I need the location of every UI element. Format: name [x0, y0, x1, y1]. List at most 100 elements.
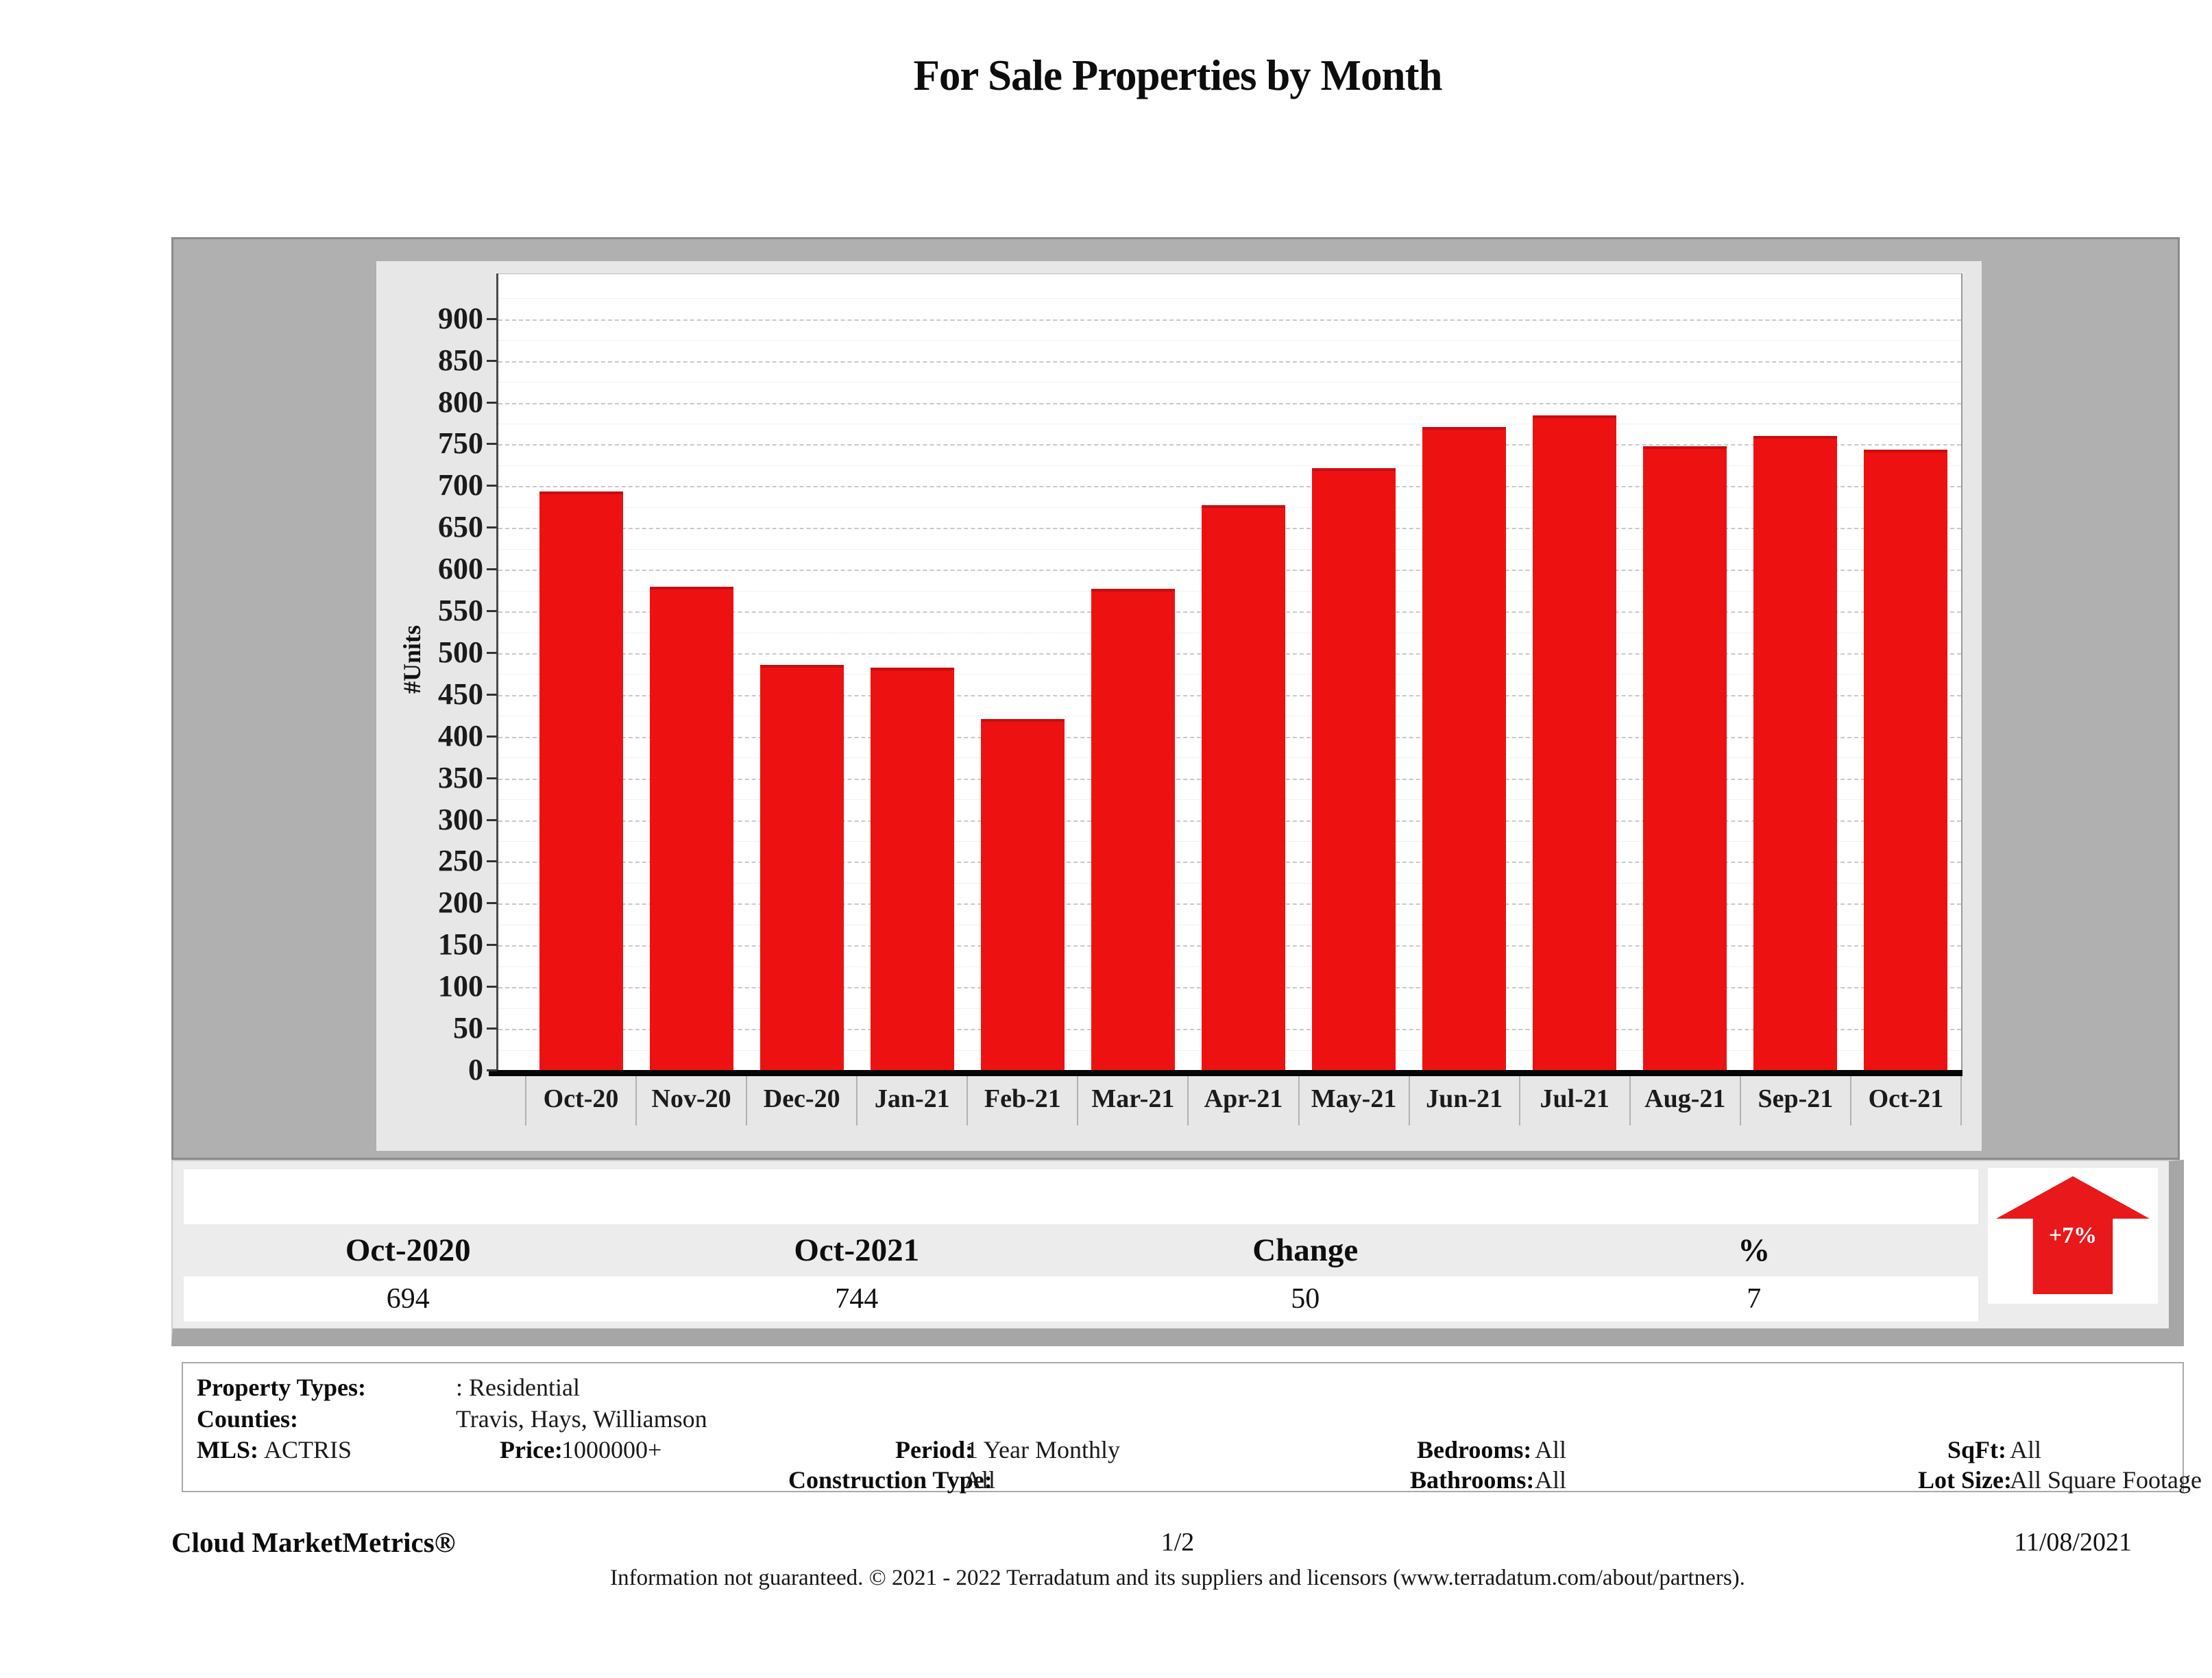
summary-col-header: Oct-2020 — [345, 1232, 471, 1268]
x-axis-separator — [1518, 1076, 1520, 1126]
x-tick-label-oct-21: Oct-21 — [1868, 1084, 1944, 1113]
y-tick-label: 400 — [438, 718, 483, 753]
filters-box: Property Types: : Residential Counties: … — [182, 1362, 2202, 1494]
bedrooms-value: All — [1535, 1436, 1567, 1463]
y-tick-label: 50 — [453, 1011, 483, 1045]
mls-label: MLS: — [197, 1436, 258, 1463]
summary-col-header: Oct-2021 — [794, 1232, 920, 1268]
footer-brand: Cloud MarketMetrics® — [171, 1527, 456, 1558]
page-title: For Sale Properties by Month — [913, 51, 1442, 99]
y-tick-label: 500 — [438, 635, 483, 669]
x-axis-separator — [1077, 1076, 1079, 1126]
y-tick — [487, 860, 497, 863]
summary-strip: Oct-2020 Oct-2021 Change % 694 744 50 7 … — [171, 1160, 2184, 1346]
x-axis-separator — [525, 1076, 526, 1126]
bar-mar-21 — [1091, 589, 1175, 1071]
summary-value-row: 694 744 50 7 — [184, 1276, 1978, 1322]
minor-gridline — [498, 298, 1961, 300]
y-tick — [487, 443, 497, 446]
minor-gridline — [498, 340, 1961, 341]
major-gridline — [498, 361, 1961, 363]
x-axis-separator — [1408, 1076, 1410, 1126]
x-axis-separator — [967, 1076, 969, 1126]
y-tick-label: 600 — [438, 552, 483, 586]
x-axis-separator — [1187, 1076, 1189, 1126]
bathrooms-value: All — [1535, 1466, 1567, 1494]
summary-value: 744 — [835, 1283, 879, 1315]
x-tick-label-nov-20: Nov-20 — [651, 1084, 731, 1113]
plot-right-border — [1961, 273, 1962, 1070]
price-label: Price: — [500, 1436, 563, 1463]
trend-badge: +7% — [1988, 1168, 2158, 1304]
bar-aug-21 — [1643, 446, 1727, 1071]
x-axis-separator — [1739, 1076, 1741, 1126]
x-tick-label-mar-21: Mar-21 — [1091, 1084, 1175, 1113]
summary-col-header: Change — [1252, 1232, 1359, 1268]
footer-date: 11/08/2021 — [2014, 1528, 2132, 1557]
period-value: 1 Year Monthly — [966, 1436, 1121, 1463]
y-tick-label: 900 — [438, 301, 483, 335]
major-gridline — [498, 444, 1961, 446]
chart-panel: #Units 0 50 100 150 200 250 300 350 400 450 500 550… — [171, 237, 2180, 1160]
bathrooms-label: Bathrooms: — [1410, 1466, 1535, 1494]
bar-chart-plot-area — [498, 273, 1961, 1071]
trend-percent-label: +7% — [2048, 1223, 2098, 1248]
bar-feb-21 — [980, 719, 1065, 1071]
y-tick — [487, 1069, 497, 1071]
x-tick-label-jan-21: Jan-21 — [874, 1084, 950, 1113]
y-tick-label: 650 — [438, 510, 483, 544]
x-tick-label-jun-21: Jun-21 — [1426, 1084, 1503, 1113]
summary-value: 694 — [386, 1283, 430, 1315]
x-axis-line — [489, 1070, 1962, 1076]
x-tick-label-aug-21: Aug-21 — [1644, 1084, 1726, 1113]
y-tick-label: 800 — [438, 385, 483, 419]
y-tick — [487, 317, 497, 320]
x-tick-label-dec-20: Dec-20 — [763, 1084, 840, 1113]
x-axis-separator — [1960, 1076, 1962, 1126]
major-gridline — [498, 319, 1961, 321]
y-tick-label: 300 — [438, 802, 483, 836]
bar-dec-20 — [759, 665, 844, 1071]
bar-jan-21 — [870, 667, 954, 1071]
summary-blank-row — [184, 1169, 1978, 1224]
x-axis-separator — [856, 1076, 858, 1126]
x-tick-label-feb-21: Feb-21 — [984, 1084, 1061, 1113]
period-label: Period: — [895, 1436, 973, 1463]
x-axis-separator — [635, 1076, 637, 1126]
y-tick-label: 850 — [438, 343, 483, 377]
x-tick-label-oct-20: Oct-20 — [543, 1084, 619, 1113]
counties-value: Travis, Hays, Williamson — [456, 1405, 707, 1433]
summary-value: 7 — [1747, 1283, 1762, 1315]
y-tick — [487, 359, 497, 362]
property-types-label: Property Types: — [197, 1374, 366, 1401]
sqft-label: SqFt: — [1947, 1436, 2007, 1463]
y-tick — [487, 818, 497, 821]
price-value: 1000000+ — [561, 1436, 662, 1463]
construction-type-value: All — [964, 1466, 996, 1494]
footer-page-number: 1/2 — [1160, 1528, 1195, 1557]
y-tick — [487, 693, 497, 696]
x-tick-label-sep-21: Sep-21 — [1758, 1084, 1834, 1113]
sqft-value: All — [2010, 1436, 2042, 1463]
bar-may-21 — [1312, 467, 1396, 1071]
major-gridline — [498, 402, 1961, 404]
mls-value: ACTRIS — [264, 1436, 352, 1463]
x-tick-label-apr-21: Apr-21 — [1204, 1084, 1283, 1113]
y-tick — [487, 485, 497, 487]
footer-disclaimer: Information not guaranteed. © 2021 - 202… — [610, 1566, 1745, 1590]
x-axis-separator — [1849, 1076, 1851, 1126]
y-tick-label: 750 — [438, 426, 483, 461]
y-tick — [487, 777, 497, 779]
bar-sep-21 — [1753, 436, 1838, 1071]
minor-gridline — [498, 465, 1961, 466]
major-gridline — [498, 486, 1961, 488]
y-tick-label: 350 — [438, 760, 483, 794]
construction-type-label: Construction Type: — [788, 1466, 993, 1494]
y-tick-label: 450 — [438, 677, 483, 711]
x-axis-separator — [1298, 1076, 1300, 1126]
y-tick — [487, 735, 497, 738]
lot-size-label: Lot Size: — [1918, 1466, 2012, 1494]
bar-oct-21 — [1864, 449, 1948, 1071]
bar-oct-20 — [539, 491, 623, 1071]
y-tick-label: 100 — [438, 969, 483, 1004]
